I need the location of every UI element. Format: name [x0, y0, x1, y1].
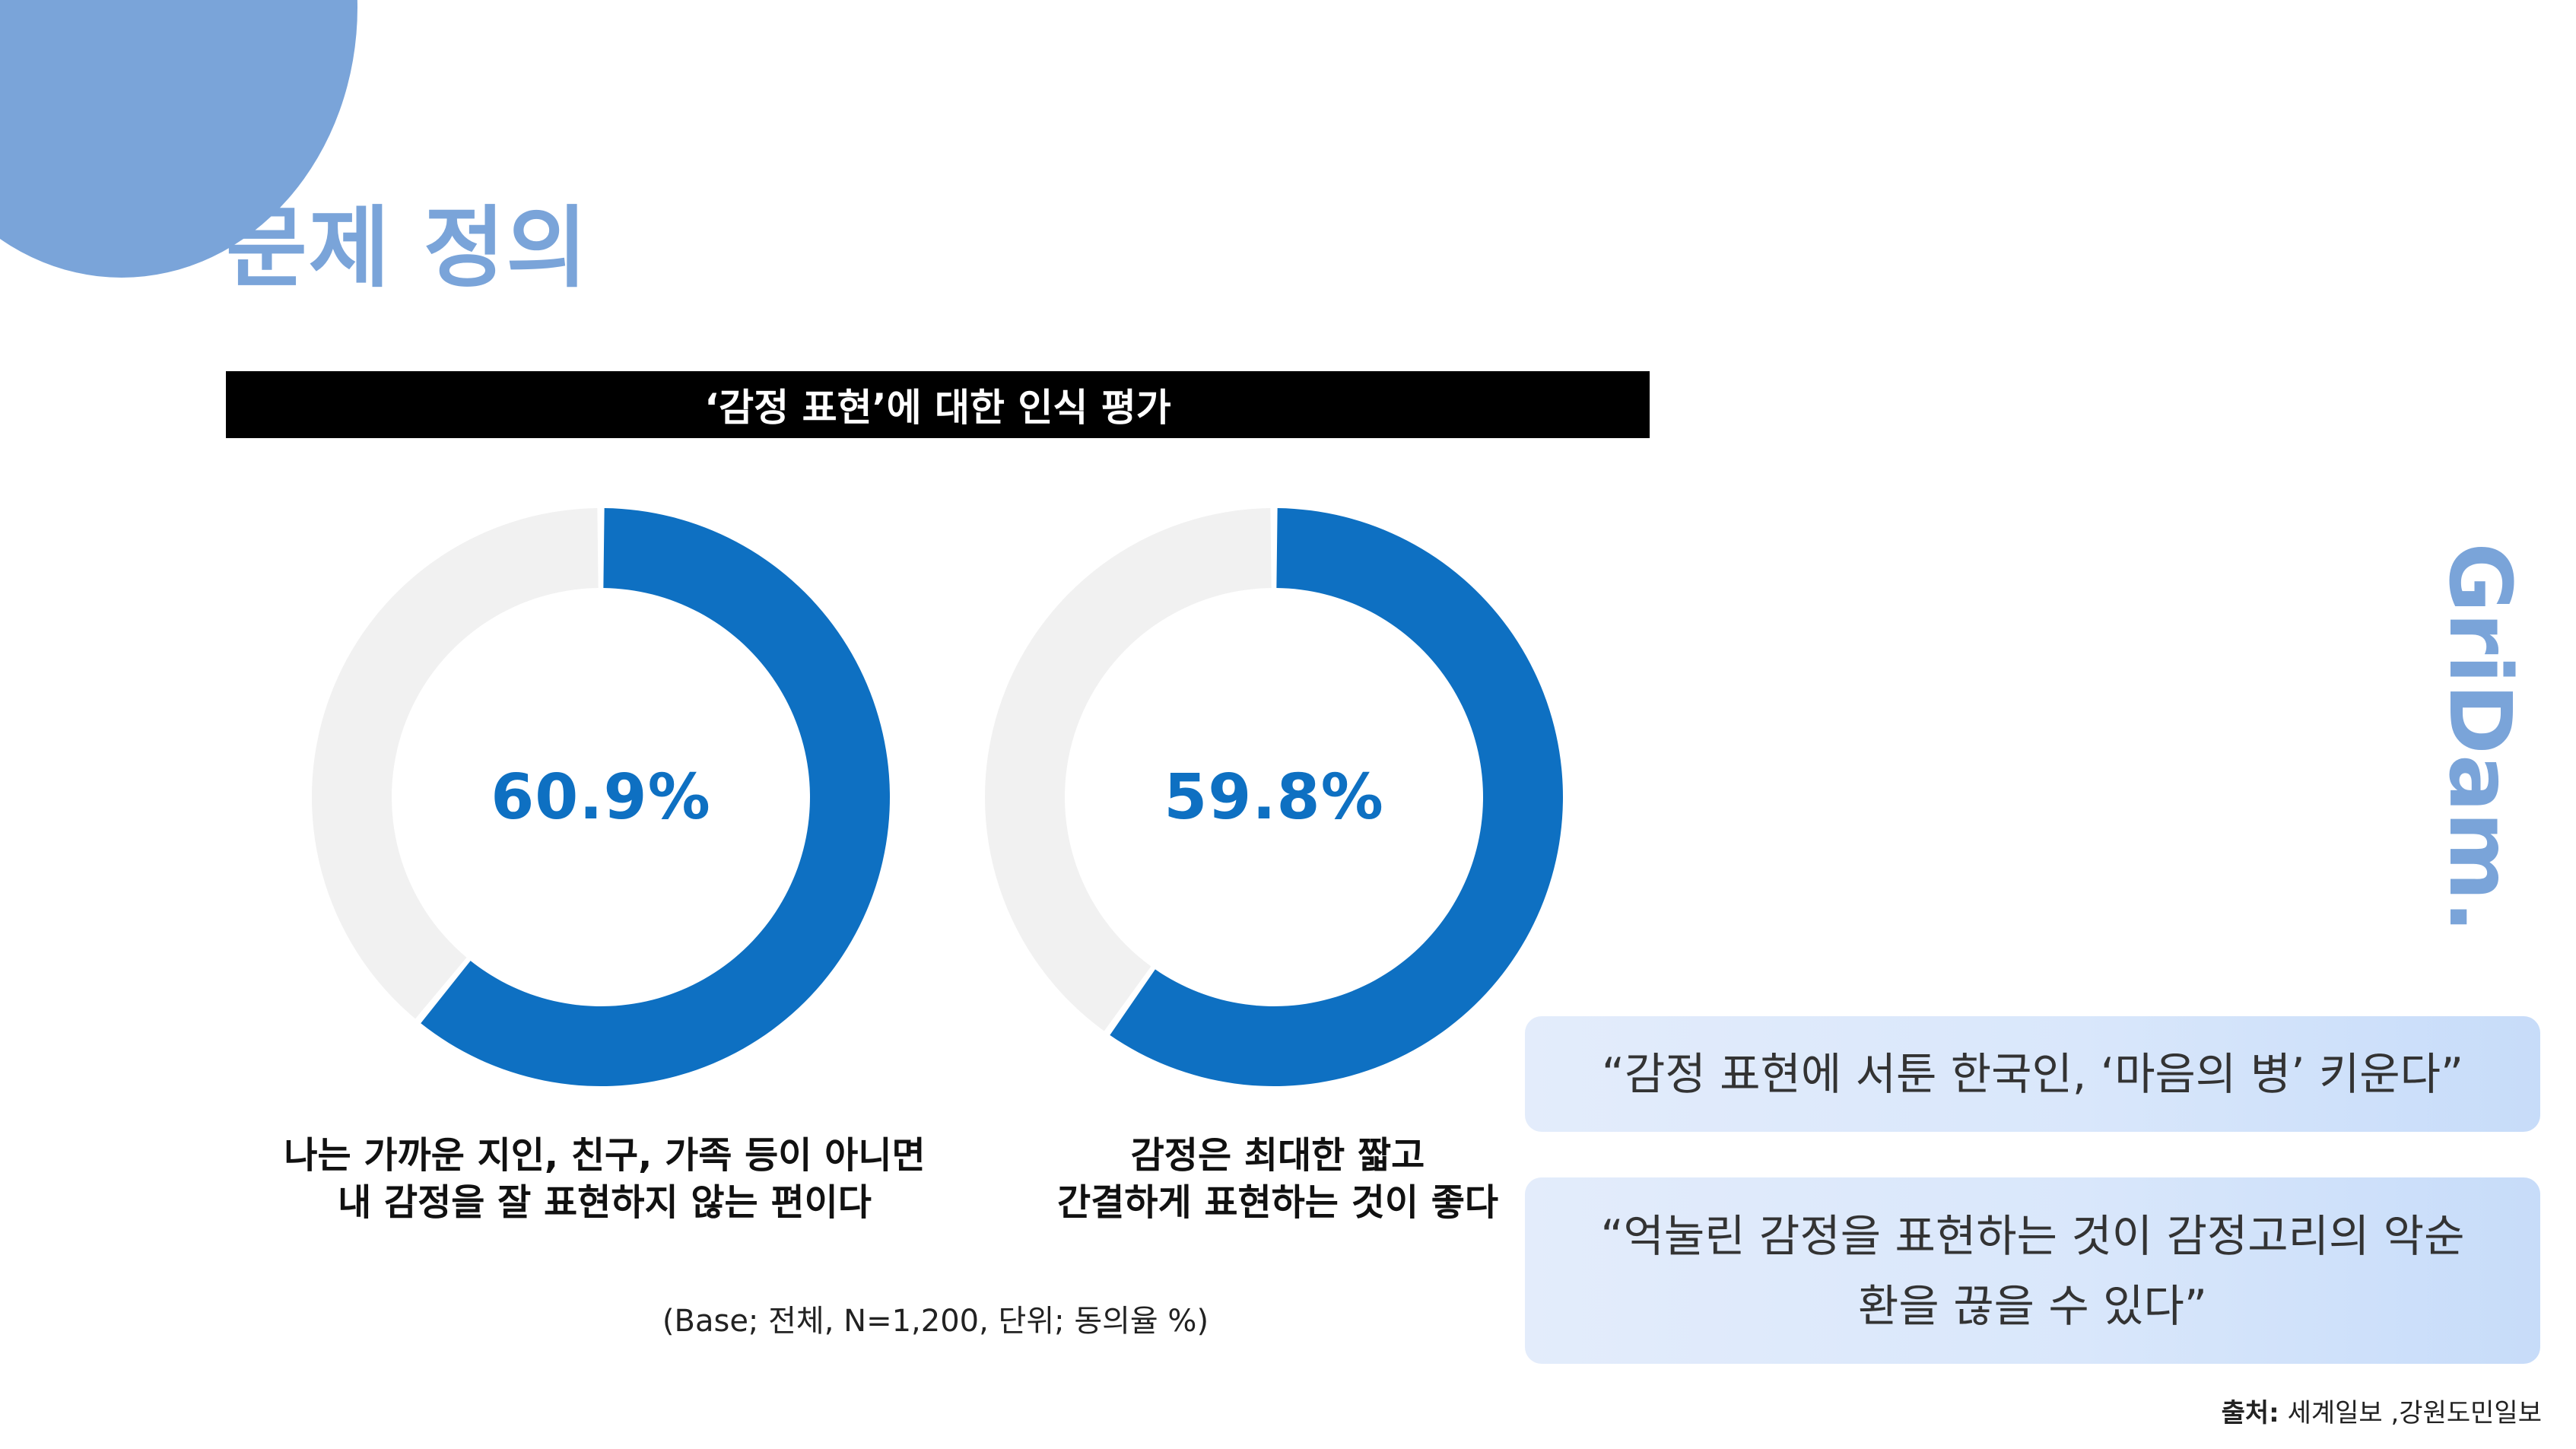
donut-2-remainder-slice [984, 508, 1272, 1031]
donut-chart-2-svg [984, 508, 1563, 1086]
donut-2-agree-slice [1110, 508, 1563, 1086]
donut-2-caption-line: 감정은 최대한 짧고 [1130, 1134, 1425, 1177]
quote-box-2: “억눌린 감정을 표현하는 것이 감정고리의 악순 환을 끊을 수 있다” [1525, 1177, 2540, 1364]
donut-1-remainder-slice [311, 508, 599, 1019]
donut-chart-1: 60.9% [308, 504, 894, 1090]
quote-1-line: “감정 표현에 서툰 한국인, ‘마음의 병’ 키운다” [1601, 1048, 2464, 1100]
quote-box-1: “감정 표현에 서툰 한국인, ‘마음의 병’ 키운다” [1525, 1016, 2540, 1132]
brand-text: GriDam. [2430, 542, 2529, 933]
chart-title-bar: ‘감정 표현’에 대한 인식 평가 [226, 371, 1650, 438]
donut-chart-1-svg [311, 508, 890, 1086]
source-text: 세계일보 ,강원도민일보 [2279, 1398, 2542, 1428]
quote-2-line: 환을 끊을 수 있다” [1858, 1279, 2207, 1332]
donut-2-value: 59.8% [1164, 761, 1384, 834]
donut-1-caption-line: 내 감정을 잘 표현하지 않는 편이다 [338, 1181, 872, 1224]
donut-1-agree-slice [421, 508, 890, 1086]
chart-base-note: (Base; 전체, N=1,200, 단위; 동의율 %) [662, 1304, 1209, 1339]
donut-1-caption: 나는 가까운 지인, 친구, 가족 등이 아니면 내 감정을 잘 표현하지 않는… [228, 1132, 981, 1226]
donut-1-caption-line: 나는 가까운 지인, 친구, 가족 등이 아니면 [284, 1134, 926, 1177]
quote-2-line: “억눌린 감정을 표현하는 것이 감정고리의 악순 [1600, 1209, 2465, 1262]
donut-1-value: 60.9% [491, 761, 711, 834]
source-label: 출처: [2221, 1398, 2279, 1428]
page-title: 문제 정의 [226, 197, 589, 300]
donut-2-caption-line: 간결하게 표현하는 것이 좋다 [1056, 1181, 1499, 1224]
chart-title: ‘감정 표현’에 대한 인식 평가 [704, 386, 1171, 430]
brand-logo: GriDam. [2419, 542, 2540, 933]
source-note: 출처: 세계일보 ,강원도민일보 [2222, 1392, 2542, 1429]
donut-2-caption: 감정은 최대한 짧고 간결하게 표현하는 것이 좋다 [989, 1132, 1567, 1226]
donut-chart-2: 59.8% [981, 504, 1567, 1090]
